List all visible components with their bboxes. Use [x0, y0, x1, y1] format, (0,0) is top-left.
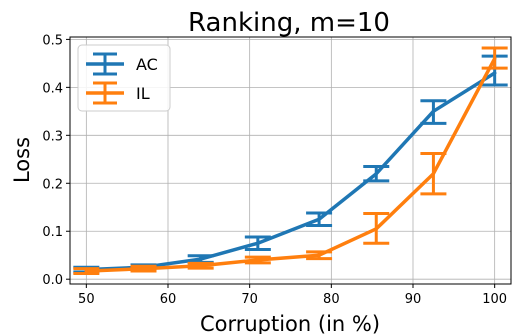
x-tick-label: 60 [160, 292, 177, 307]
series-line-il [84, 56, 497, 273]
y-tick-label: 0.5 [42, 33, 63, 48]
y-tick-label: 0.3 [42, 129, 63, 144]
x-tick-label: 90 [405, 292, 422, 307]
series-group [73, 46, 508, 275]
y-tick-label: 0.0 [42, 273, 63, 288]
x-axis: 50 60 70 80 90 100 [78, 284, 507, 307]
x-tick-label: 100 [482, 292, 507, 307]
y-tick-label: 0.4 [42, 81, 63, 96]
plot-frame [69, 36, 512, 285]
legend-label-ac: AC [136, 55, 158, 74]
y-axis-label: Loss [10, 137, 34, 183]
y-tick-label: 0.2 [42, 177, 63, 192]
legend-label-il: IL [136, 84, 150, 103]
chart-title: Ranking, m=10 [188, 8, 390, 38]
x-axis-label: Corruption (in %) [200, 312, 380, 334]
y-tick-label: 0.1 [42, 225, 63, 240]
series-il [73, 46, 508, 275]
x-tick-label: 70 [241, 292, 258, 307]
x-tick-label: 50 [78, 292, 95, 307]
x-tick-label: 80 [323, 292, 340, 307]
legend: AC IL [77, 44, 171, 112]
y-axis: 0.0 0.1 0.2 0.3 0.4 0.5 [42, 33, 70, 288]
